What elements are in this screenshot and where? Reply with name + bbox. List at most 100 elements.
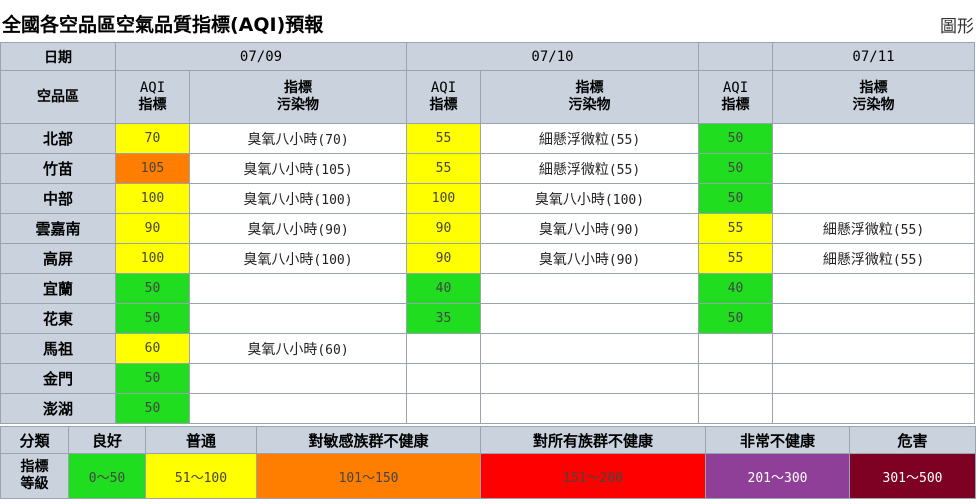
aqi-header-1: AQI 指標 (406, 70, 481, 124)
pollutant-value: (55) (608, 162, 641, 178)
legend-range: 201～300 (705, 453, 850, 499)
aqi-value-cell: 55 (406, 123, 481, 154)
legend-range: 0～50 (68, 453, 146, 499)
table-row: 竹苗 105 臭氧八小時(105) 55 細懸浮微粒(55) 50 (0, 153, 975, 184)
pollutant-value: (60) (317, 342, 349, 358)
aqi-value-cell: 55 (698, 213, 773, 244)
aqi-value-cell: 50 (115, 363, 190, 394)
region-name: 北部 (0, 123, 116, 154)
table-row: 澎湖 50 (0, 393, 975, 424)
table-row: 花東 50 35 50 (0, 303, 975, 334)
pollutant-name: 細懸浮微粒 (538, 131, 609, 148)
aqi-value-cell: 50 (698, 153, 773, 184)
pollutant-cell: 細懸浮微粒(55) (772, 243, 975, 274)
pollutant-name: 臭氧八小時 (538, 251, 609, 268)
pollutant-name: 細懸浮微粒 (538, 161, 609, 178)
table-row: 中部 100 臭氧八小時(100) 100 臭氧八小時(100) 50 (0, 183, 975, 214)
pollutant-cell (480, 393, 699, 424)
pollutant-cell: 細懸浮微粒(55) (480, 153, 699, 184)
aqi-value-cell: 50 (698, 303, 773, 334)
pollutant-cell (480, 273, 699, 304)
table-row: 馬祖 60 臭氧八小時(60) (0, 333, 975, 364)
table-row: 宜蘭 50 40 40 (0, 273, 975, 304)
pollutant-name: 臭氧八小時 (243, 161, 314, 178)
aqi-value-cell: 100 (115, 243, 190, 274)
pollutant-cell: 細懸浮微粒(55) (480, 123, 699, 154)
pollutant-value: (90) (317, 222, 349, 238)
table-row: 高屏 100 臭氧八小時(100) 90 臭氧八小時(90) 55 細懸浮微粒(55) (0, 243, 975, 274)
chart-view-link[interactable]: 圖形 (940, 17, 974, 37)
aqi-value-cell: 55 (698, 243, 773, 274)
region-name: 馬祖 (0, 333, 116, 364)
aqi-value-cell: 40 (698, 273, 773, 304)
aqi-value-cell: 50 (115, 303, 190, 334)
region-name: 宜蘭 (0, 273, 116, 304)
aqi-value-cell: 100 (115, 183, 190, 214)
table-row: 北部 70 臭氧八小時(70) 55 細懸浮微粒(55) 50 (0, 123, 975, 154)
region-name: 竹苗 (0, 153, 116, 184)
pollutant-cell (480, 363, 699, 394)
date-header-0: 07/09 (115, 42, 407, 71)
aqi-value-cell: 100 (406, 183, 481, 214)
pollutant-cell: 臭氧八小時(90) (480, 213, 699, 244)
page-title: 全國各空品區空氣品質指標(AQI)預報 (2, 14, 324, 36)
date-header-2-spacer (698, 42, 773, 71)
pollutant-cell: 細懸浮微粒(55) (772, 213, 975, 244)
pollutant-name: 臭氧八小時 (243, 191, 314, 208)
pollutant-name: 臭氧八小時 (247, 341, 318, 358)
pollutant-cell (772, 393, 975, 424)
legend-level-name: 非常不健康 (705, 426, 850, 454)
pollutant-value: (100) (604, 192, 645, 208)
aqi-value-cell: 50 (698, 123, 773, 154)
region-name: 高屏 (0, 243, 116, 274)
pollutant-value: (100) (313, 192, 353, 208)
pollutant-value: (55) (892, 252, 925, 268)
aqi-value-cell: 90 (406, 213, 481, 244)
region-name: 中部 (0, 183, 116, 214)
top-bar: 全國各空品區空氣品質指標(AQI)預報 圖形 (0, 0, 980, 40)
pollutant-name: 臭氧八小時 (243, 251, 314, 268)
aqi-value-cell: 90 (406, 243, 481, 274)
pollutant-cell: 臭氧八小時(105) (189, 153, 407, 184)
aqi-value-cell: 50 (115, 393, 190, 424)
pollutant-name: 臭氧八小時 (538, 221, 609, 238)
aqi-value-cell: 60 (115, 333, 190, 364)
pollutant-name: 細懸浮微粒 (822, 221, 893, 238)
pollutant-cell (480, 303, 699, 334)
aqi-value-cell: 90 (115, 213, 190, 244)
region-name: 雲嘉南 (0, 213, 116, 244)
aqi-value-cell: 35 (406, 303, 481, 334)
pollutant-value: (55) (608, 132, 641, 148)
legend-level-name: 對所有族群不健康 (480, 426, 706, 454)
aqi-value-cell: 50 (115, 273, 190, 304)
pollutant-cell: 臭氧八小時(90) (189, 213, 407, 244)
pollutant-name: 臭氧八小時 (247, 131, 318, 148)
date-header-2: 07/11 (772, 42, 975, 71)
pollutant-cell: 臭氧八小時(70) (189, 123, 407, 154)
pollutant-cell (772, 273, 975, 304)
table-row: 雲嘉南 90 臭氧八小時(90) 90 臭氧八小時(90) 55 細懸浮微粒(55) (0, 213, 975, 244)
pollutant-value: (90) (608, 252, 641, 268)
pollutant-cell (189, 363, 407, 394)
region-name: 澎湖 (0, 393, 116, 424)
pollutant-value: (90) (608, 222, 641, 238)
pollutant-value: (55) (892, 222, 925, 238)
pollutant-cell (772, 363, 975, 394)
pollutant-cell: 臭氧八小時(100) (189, 243, 407, 274)
pollutant-cell (772, 153, 975, 184)
aqi-value-cell (406, 363, 481, 394)
pollutant-name: 臭氧八小時 (247, 221, 318, 238)
pollutant-name: 臭氧八小時 (534, 191, 605, 208)
region-name: 花東 (0, 303, 116, 334)
pollutant-cell: 臭氧八小時(100) (189, 183, 407, 214)
region-header: 空品區 (0, 70, 116, 124)
pollutant-cell (189, 303, 407, 334)
pollutant-cell (480, 333, 699, 364)
aqi-header-0: AQI 指標 (115, 70, 190, 124)
aqi-forecast-table: 日期 07/09 07/10 07/11 空品區 AQI 指標 指標 污染物 AQI… (0, 42, 975, 424)
legend-level-name: 良好 (68, 426, 146, 454)
pollutant-cell (189, 393, 407, 424)
date-header-label: 日期 (0, 42, 116, 71)
legend-range: 51～100 (145, 453, 257, 499)
pollutant-cell: 臭氧八小時(60) (189, 333, 407, 364)
